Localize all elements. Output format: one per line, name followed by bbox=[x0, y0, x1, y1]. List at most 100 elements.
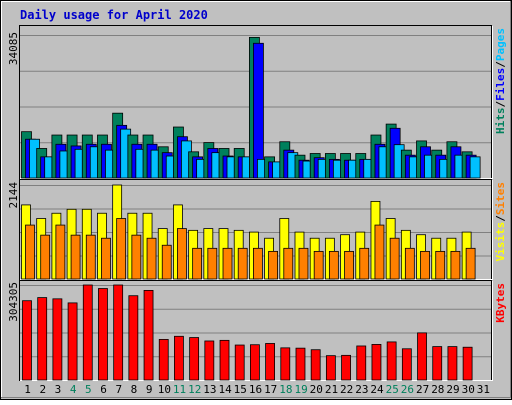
legend-entry: Sites bbox=[494, 182, 507, 215]
day-label-25: 25 bbox=[386, 383, 399, 396]
bar-sites-day-28 bbox=[435, 250, 446, 280]
bar-sites-day-16 bbox=[253, 247, 263, 280]
bar-sites-day-10 bbox=[161, 244, 172, 280]
day-label-31: 31 bbox=[477, 383, 490, 396]
bar-sites-day-29 bbox=[450, 250, 461, 280]
y-max-label: 2144 bbox=[7, 182, 20, 209]
bar-kbytes-day-1 bbox=[22, 300, 32, 381]
bar-sites-day-5 bbox=[85, 234, 96, 280]
day-label-19: 19 bbox=[294, 383, 307, 396]
legend-entry: Hits bbox=[494, 108, 507, 135]
day-label-29: 29 bbox=[446, 383, 459, 396]
bar-sites-day-1 bbox=[25, 224, 35, 280]
bar-sites-day-9 bbox=[146, 237, 157, 280]
legend: Visits/Sites bbox=[494, 182, 507, 262]
day-label-6: 6 bbox=[100, 383, 107, 396]
bar-sites-day-13 bbox=[207, 247, 218, 280]
day-label-15: 15 bbox=[234, 383, 247, 396]
bar-kbytes-day-6 bbox=[98, 288, 108, 381]
bar-kbytes-day-13 bbox=[204, 340, 215, 381]
bar-sites-day-18 bbox=[283, 247, 294, 280]
legend-entry: KBytes bbox=[494, 283, 507, 323]
bar-kbytes-day-11 bbox=[174, 335, 184, 381]
bar-sites-day-14 bbox=[222, 247, 233, 280]
day-label-7: 7 bbox=[115, 383, 122, 396]
bar-kbytes-day-24 bbox=[371, 344, 382, 381]
bar-sites-day-23 bbox=[359, 247, 370, 280]
y-max-label: 34085 bbox=[7, 32, 20, 65]
day-labels: 1 2 3 4 5 6 7 8 9 10 11 12 13 14 15 16 17 18 19 20 21 22 23 24 2… bbox=[24, 383, 490, 396]
bar-kbytes-day-22 bbox=[341, 354, 351, 381]
bar-sites-day-4 bbox=[70, 234, 81, 280]
legend: KBytes bbox=[494, 283, 507, 323]
bar-sites-day-27 bbox=[420, 250, 430, 280]
bar-kbytes-day-28 bbox=[432, 346, 443, 381]
bar-sites-day-6 bbox=[101, 237, 111, 280]
bar-kbytes-day-20 bbox=[310, 349, 321, 381]
bar-sites-day-26 bbox=[404, 247, 415, 280]
bar-pages-day-30 bbox=[469, 156, 481, 179]
day-label-23: 23 bbox=[355, 383, 368, 396]
day-label-1: 1 bbox=[24, 383, 31, 396]
bar-kbytes-day-30 bbox=[462, 346, 473, 381]
bar-kbytes-day-27 bbox=[417, 332, 427, 381]
bar-kbytes-day-5 bbox=[82, 284, 93, 381]
legend-entry: Pages bbox=[494, 28, 507, 61]
bar-kbytes-day-15 bbox=[234, 344, 245, 381]
bar-kbytes-day-18 bbox=[280, 347, 291, 381]
legend-entry: Files bbox=[494, 68, 507, 101]
bar-sites-day-21 bbox=[328, 250, 339, 280]
day-label-28: 28 bbox=[431, 383, 444, 396]
bar-kbytes-day-19 bbox=[295, 347, 306, 381]
bar-kbytes-day-14 bbox=[219, 339, 230, 381]
bar-sites-day-3 bbox=[55, 224, 66, 280]
bar-kbytes-day-25 bbox=[386, 341, 397, 381]
bar-sites-day-12 bbox=[192, 247, 203, 280]
day-label-12: 12 bbox=[188, 383, 201, 396]
day-label-5: 5 bbox=[85, 383, 92, 396]
bar-kbytes-day-3 bbox=[52, 298, 63, 381]
bar-sites-day-19 bbox=[298, 247, 309, 280]
day-label-2: 2 bbox=[39, 383, 46, 396]
day-label-3: 3 bbox=[55, 383, 62, 396]
bar-sites-day-17 bbox=[268, 250, 278, 280]
bar-sites-day-11 bbox=[177, 228, 187, 280]
bar-kbytes-day-21 bbox=[325, 355, 336, 381]
day-label-4: 4 bbox=[70, 383, 77, 396]
bar-files-day-16 bbox=[253, 42, 264, 179]
bar-kbytes-day-7 bbox=[113, 284, 124, 381]
day-label-13: 13 bbox=[203, 383, 216, 396]
day-label-24: 24 bbox=[370, 383, 384, 396]
day-label-22: 22 bbox=[340, 383, 353, 396]
day-label-16: 16 bbox=[249, 383, 262, 396]
legend: Hits/Files/Pages bbox=[494, 28, 507, 134]
panels-layer: 34085Hits/Files/Pages2144Visits/Sites304… bbox=[7, 25, 507, 381]
legend-entry: Visits bbox=[494, 222, 507, 262]
bar-kbytes-day-23 bbox=[356, 345, 367, 381]
day-label-14: 14 bbox=[218, 383, 232, 396]
bar-sites-day-20 bbox=[313, 250, 324, 280]
bar-sites-day-2 bbox=[40, 234, 51, 280]
bar-sites-day-15 bbox=[237, 247, 248, 280]
day-label-21: 21 bbox=[325, 383, 338, 396]
legend-entry: / bbox=[494, 215, 507, 222]
chart-title: Daily usage for April 2020 bbox=[20, 8, 208, 22]
day-label-26: 26 bbox=[401, 383, 414, 396]
bar-sites-day-24 bbox=[374, 224, 385, 280]
legend-entry: / bbox=[494, 61, 507, 68]
panel-visits-sites: 2144 Visits/Sites bbox=[7, 179, 507, 280]
y-max-label: 304305 bbox=[7, 282, 20, 322]
bar-kbytes-day-16 bbox=[250, 344, 260, 381]
bar-kbytes-day-26 bbox=[401, 348, 412, 381]
bar-kbytes-day-29 bbox=[447, 346, 458, 381]
legend-entry: / bbox=[494, 101, 507, 108]
bar-sites-day-25 bbox=[389, 237, 400, 280]
bar-kbytes-day-2 bbox=[37, 297, 48, 381]
day-label-8: 8 bbox=[131, 383, 138, 396]
bar-sites-day-7 bbox=[116, 218, 127, 280]
bar-kbytes-day-17 bbox=[265, 343, 275, 381]
bar-sites-day-22 bbox=[344, 250, 354, 280]
bar-kbytes-day-9 bbox=[143, 290, 154, 381]
